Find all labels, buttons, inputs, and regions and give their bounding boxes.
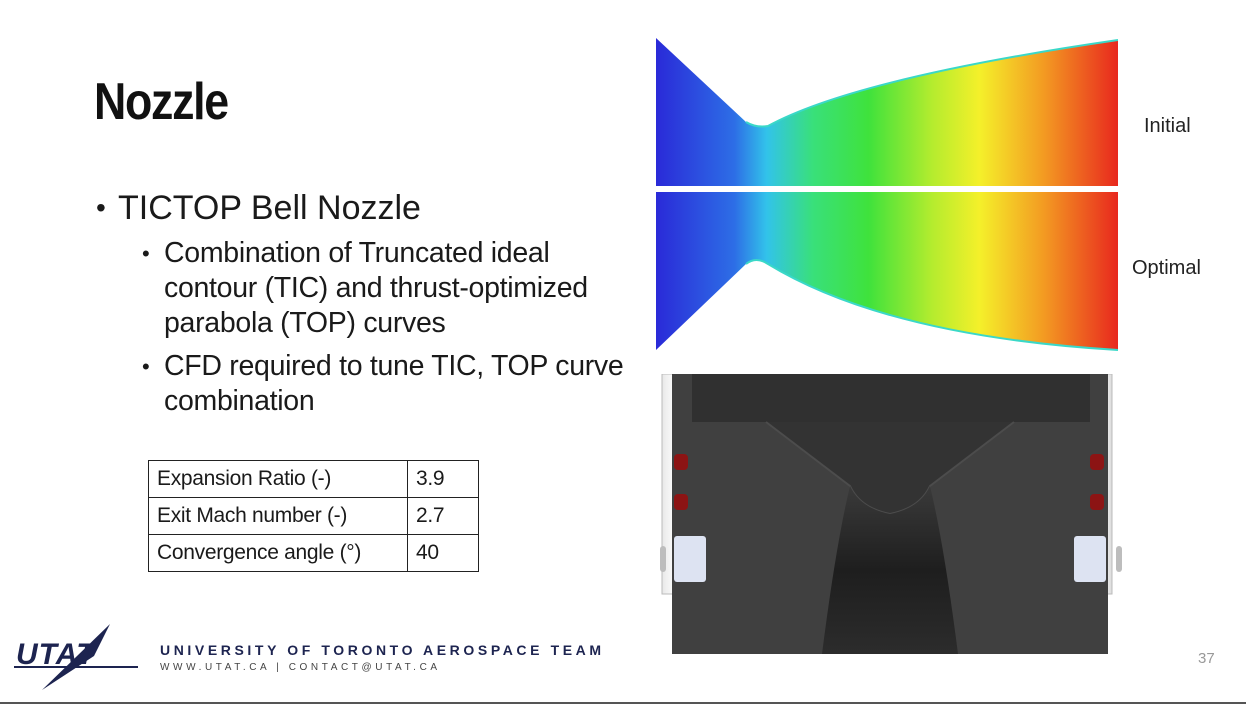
nozzle-parameters-table: Expansion Ratio (-) 3.9 Exit Mach number…: [148, 460, 479, 572]
table-row: Convergence angle (°) 40: [148, 534, 479, 572]
param-label: Convergence angle (°): [148, 534, 408, 572]
param-value: 40: [407, 534, 479, 572]
table-row: Expansion Ratio (-) 3.9: [148, 460, 479, 498]
logo-text: UTAT: [16, 638, 97, 671]
bullet-main: TICTOP Bell Nozzle: [96, 188, 636, 228]
page-number: 37: [1198, 650, 1215, 667]
nozzle-cross-section-image: [660, 374, 1122, 654]
contact-line: WWW.UTAT.CA | CONTACT@UTAT.CA: [160, 662, 441, 673]
sub-bullet-2: CFD required to tune TIC, TOP curve comb…: [142, 349, 636, 419]
cfd-optimal-half: [656, 192, 1118, 351]
param-value: 3.9: [407, 460, 479, 498]
table-row: Exit Mach number (-) 2.7: [148, 497, 479, 535]
footer-divider: [0, 702, 1246, 704]
label-initial: Initial: [1144, 115, 1191, 137]
org-name: UNIVERSITY OF TORONTO AEROSPACE TEAM: [160, 642, 605, 658]
utat-logo: UTAT: [14, 624, 138, 690]
param-label: Expansion Ratio (-): [148, 460, 408, 498]
label-optimal: Optimal: [1132, 257, 1201, 279]
param-value: 2.7: [407, 497, 479, 535]
cfd-initial-half: [656, 38, 1118, 186]
cfd-mach-contour-image: [656, 38, 1118, 351]
sub-bullet-1: Combination of Truncated ideal contour (…: [142, 236, 636, 341]
slide-title: Nozzle: [94, 73, 229, 131]
bullet-list: TICTOP Bell Nozzle Combination of Trunca…: [96, 188, 636, 419]
param-label: Exit Mach number (-): [148, 497, 408, 535]
